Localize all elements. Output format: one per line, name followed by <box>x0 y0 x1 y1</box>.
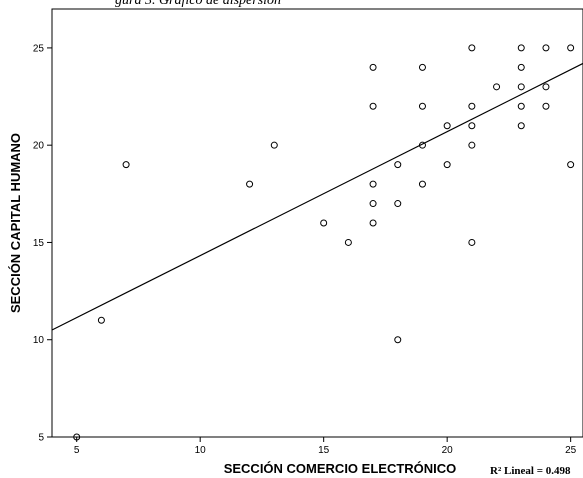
data-point <box>320 219 328 227</box>
data-point <box>418 180 426 188</box>
data-point <box>270 141 278 149</box>
axis-ticks: 5 10 15 20 25 5 10 15 20 25 <box>33 43 577 456</box>
data-point <box>344 238 352 246</box>
data-point <box>394 200 402 208</box>
data-point <box>517 83 525 91</box>
data-point <box>567 161 575 169</box>
y-axis-label: SECCIÓN CAPITAL HUMANO <box>8 133 23 313</box>
data-point <box>418 102 426 110</box>
x-axis-label: SECCIÓN COMERCIO ELECTRÓNICO <box>224 461 457 476</box>
data-point <box>122 161 130 169</box>
data-point <box>517 44 525 52</box>
data-point <box>567 44 575 52</box>
data-point <box>468 238 476 246</box>
data-points <box>73 44 575 441</box>
figure-caption: gura 3. Grafico de dispersión <box>115 0 282 8</box>
data-point <box>493 83 501 91</box>
data-point <box>246 180 254 188</box>
fit-line <box>51 62 583 331</box>
data-point <box>369 219 377 227</box>
y-tick-label: 15 <box>33 238 45 249</box>
data-point <box>394 161 402 169</box>
data-point <box>542 83 550 91</box>
data-point <box>468 122 476 130</box>
data-point <box>418 141 426 149</box>
data-point <box>394 336 402 344</box>
x-tick-label: 15 <box>318 445 330 456</box>
plot-frame <box>51 8 583 438</box>
data-point <box>517 102 525 110</box>
data-point <box>369 180 377 188</box>
y-tick-label: 10 <box>33 335 45 346</box>
y-tick-label: 20 <box>33 141 45 152</box>
data-point <box>97 316 105 324</box>
data-point <box>517 122 525 130</box>
r2-label: R² Lineal = 0.498 <box>490 465 571 477</box>
data-point <box>468 141 476 149</box>
x-tick-label: 20 <box>442 445 454 456</box>
y-tick-label: 25 <box>33 43 45 54</box>
data-point <box>517 63 525 71</box>
x-tick-label: 10 <box>195 445 207 456</box>
y-tick-label: 5 <box>38 433 44 444</box>
data-point <box>73 433 81 441</box>
data-point <box>443 161 451 169</box>
data-point <box>369 63 377 71</box>
data-point <box>542 102 550 110</box>
data-point <box>369 102 377 110</box>
x-tick-label: 5 <box>74 445 80 456</box>
data-point <box>443 122 451 130</box>
data-point <box>542 44 550 52</box>
x-tick-label: 25 <box>565 445 577 456</box>
data-point <box>468 44 476 52</box>
data-point <box>468 102 476 110</box>
data-point <box>369 200 377 208</box>
data-point <box>418 63 426 71</box>
